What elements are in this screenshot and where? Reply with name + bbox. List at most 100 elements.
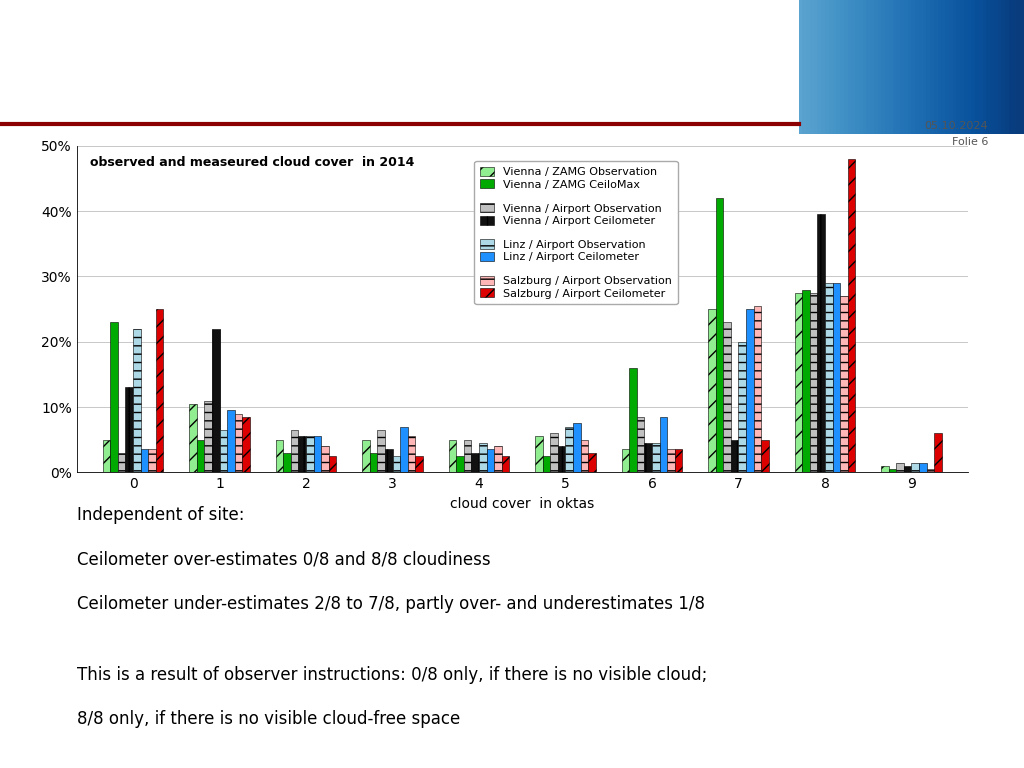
Bar <box>659 417 668 472</box>
Bar <box>716 198 723 472</box>
Bar <box>140 449 148 472</box>
Bar <box>949 0 952 134</box>
Bar <box>668 449 675 472</box>
Bar <box>449 439 456 472</box>
Bar <box>837 0 840 134</box>
Bar <box>817 0 821 134</box>
Bar <box>761 439 769 472</box>
Bar <box>934 433 942 472</box>
Bar <box>904 465 911 472</box>
Bar <box>919 0 923 134</box>
Bar <box>972 0 975 134</box>
Bar <box>622 449 629 472</box>
Bar <box>1013 0 1017 134</box>
Bar <box>911 0 915 134</box>
Bar <box>471 453 479 472</box>
Bar <box>573 423 581 472</box>
Bar <box>941 0 945 134</box>
Bar <box>825 283 833 472</box>
Bar <box>197 439 205 472</box>
Bar <box>377 430 385 472</box>
Bar <box>923 0 927 134</box>
Text: observed and measeured cloud cover  in 2014: observed and measeured cloud cover in 20… <box>90 156 415 169</box>
Bar <box>806 0 810 134</box>
Bar <box>904 0 907 134</box>
Bar <box>495 446 502 472</box>
Bar <box>844 0 848 134</box>
Bar <box>275 439 284 472</box>
Bar <box>900 0 904 134</box>
Bar <box>997 0 1001 134</box>
Bar <box>536 436 543 472</box>
Bar <box>550 433 558 472</box>
Bar <box>589 453 596 472</box>
Legend: Vienna / ZAMG Observation, Vienna / ZAMG CeiloMax, , Vienna / Airport Observatio: Vienna / ZAMG Observation, Vienna / ZAMG… <box>474 161 678 304</box>
Bar <box>543 456 550 472</box>
Bar <box>502 456 509 472</box>
Bar <box>855 0 859 134</box>
Bar <box>945 0 949 134</box>
Bar <box>799 0 803 134</box>
Bar <box>859 0 862 134</box>
Bar <box>934 0 938 134</box>
Bar <box>1020 0 1024 134</box>
Bar <box>133 329 140 472</box>
Bar <box>1001 0 1006 134</box>
Bar <box>990 0 994 134</box>
Bar <box>1017 0 1020 134</box>
Bar <box>828 0 833 134</box>
Bar <box>840 296 848 472</box>
Bar <box>329 456 337 472</box>
Bar <box>968 0 972 134</box>
Bar <box>581 439 589 472</box>
Bar <box>629 368 637 472</box>
Bar <box>156 310 164 472</box>
Bar <box>889 469 896 472</box>
Bar <box>975 0 979 134</box>
Bar <box>322 446 329 472</box>
Bar <box>1006 0 1009 134</box>
X-axis label: cloud cover  in oktas: cloud cover in oktas <box>451 497 594 511</box>
Bar <box>893 0 896 134</box>
Bar <box>723 323 731 472</box>
Bar <box>825 0 828 134</box>
Bar <box>479 443 486 472</box>
Bar <box>840 0 844 134</box>
Bar <box>111 323 118 472</box>
Bar <box>885 0 889 134</box>
Bar <box>911 462 920 472</box>
Bar <box>205 401 212 472</box>
Bar <box>118 453 125 472</box>
Bar <box>862 0 866 134</box>
Bar <box>848 0 851 134</box>
Bar <box>708 310 716 472</box>
Bar <box>1009 0 1013 134</box>
Bar <box>983 0 986 134</box>
Bar <box>746 310 754 472</box>
Bar <box>370 453 377 472</box>
Bar <box>810 0 814 134</box>
Bar <box>961 0 964 134</box>
Bar <box>866 0 870 134</box>
Bar <box>802 290 810 472</box>
Bar <box>416 456 423 472</box>
Bar <box>298 436 306 472</box>
Text: This is a result of observer instructions: 0/8 only, if there is no visible clou: This is a result of observer instruction… <box>77 666 708 684</box>
Bar <box>930 0 934 134</box>
Bar <box>408 436 416 472</box>
Bar <box>979 0 983 134</box>
Bar <box>907 0 911 134</box>
Bar <box>873 0 878 134</box>
Bar <box>385 449 392 472</box>
Bar <box>456 456 464 472</box>
Bar <box>848 159 855 472</box>
Bar <box>896 462 904 472</box>
Bar <box>964 0 968 134</box>
Bar <box>243 417 250 472</box>
Bar <box>731 439 738 472</box>
Bar <box>189 404 197 472</box>
Bar <box>878 0 882 134</box>
Bar <box>212 329 219 472</box>
Bar <box>565 427 573 472</box>
Bar <box>148 449 156 472</box>
